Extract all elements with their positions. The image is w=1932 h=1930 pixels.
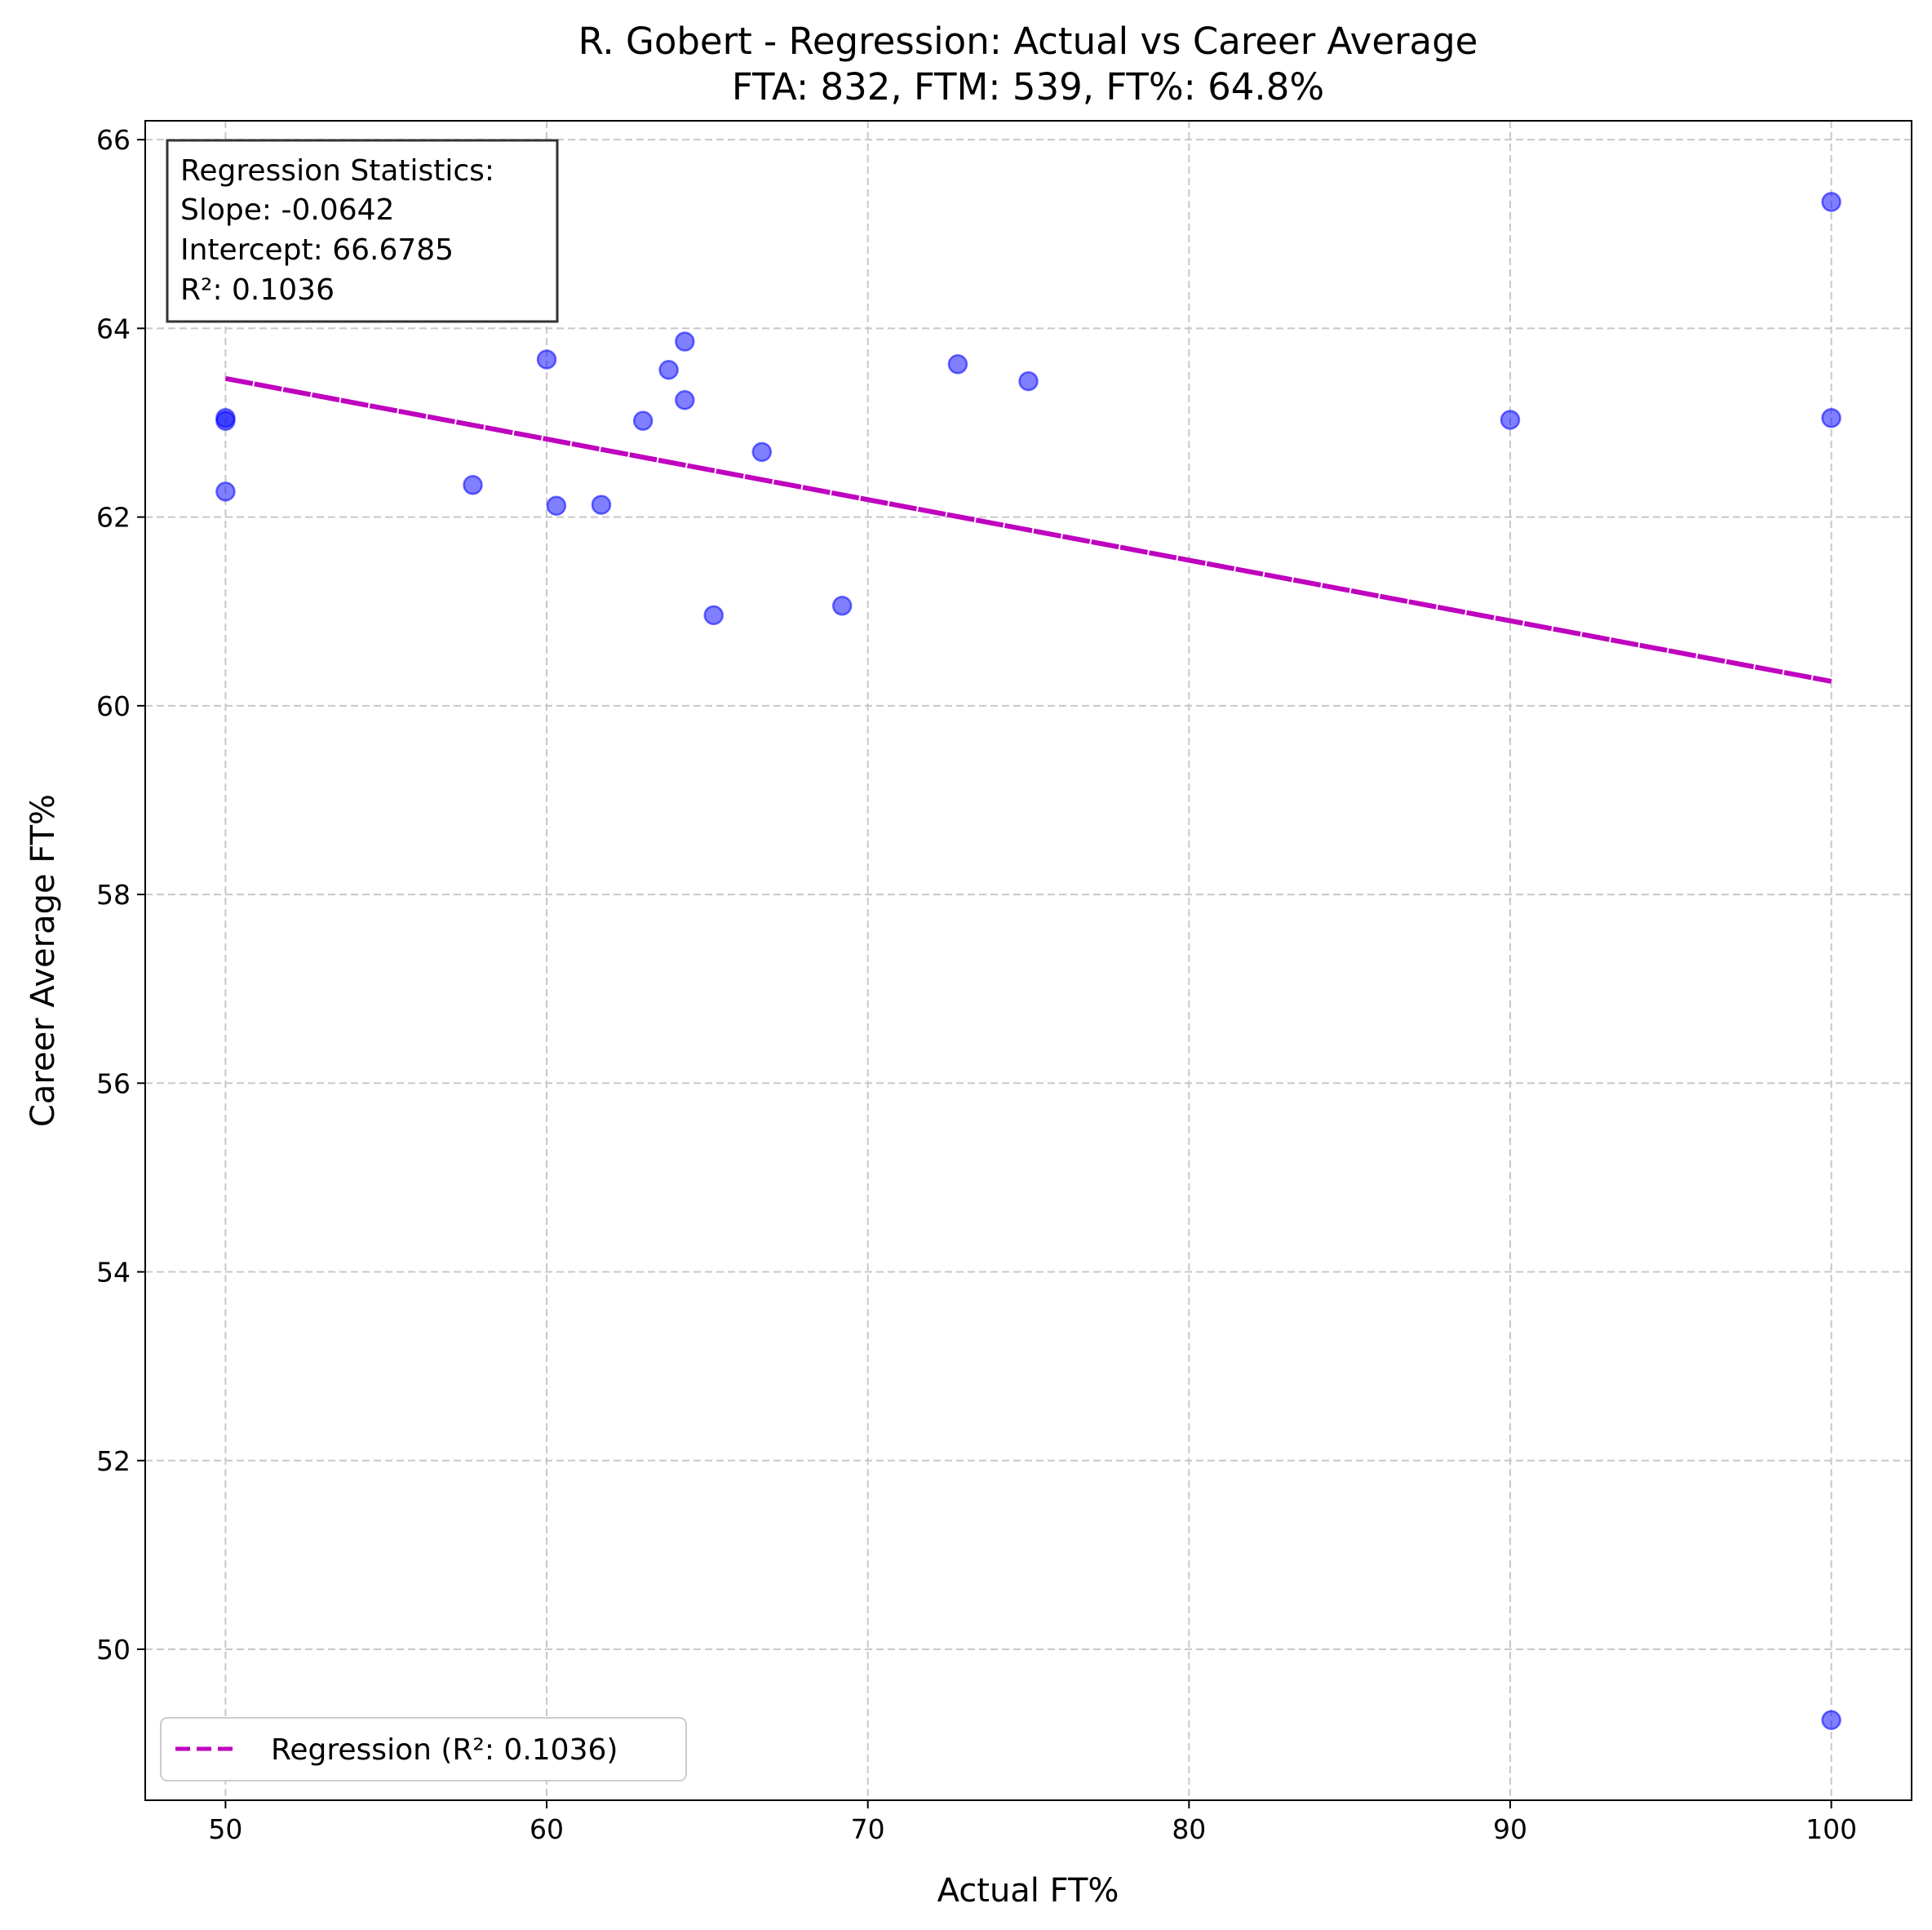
x-tick-label: 100 [1806,1813,1857,1845]
chart-title: R. Gobert - Regression: Actual vs Career… [578,20,1478,63]
y-axis-ticks: 50 52 54 56 58 60 62 64 66 [96,124,145,1666]
x-axis-label: Actual FT% [937,1872,1119,1910]
y-tick-label: 54 [96,1257,131,1289]
regression-line [224,375,1832,684]
stats-intercept: Intercept: 66.6785 [180,233,454,267]
y-axis-label: Career Average FT% [24,794,62,1127]
data-point [546,495,567,516]
chart-subtitle: FTA: 832, FTM: 539, FT%: 64.8% [732,65,1324,109]
stats-slope: Slope: -0.0642 [180,193,394,227]
y-tick-label: 56 [96,1067,131,1099]
x-axis-ticks: 50 60 70 80 90 100 [208,1800,1857,1845]
scatter-points [215,192,1841,1730]
data-point [751,441,773,463]
data-point [658,359,679,380]
y-tick-label: 58 [96,879,131,911]
legend-frame [160,1717,687,1781]
data-point [947,354,968,375]
x-tick-label: 50 [208,1813,242,1845]
stats-heading: Regression Statistics: [180,154,494,188]
x-tick-label: 70 [851,1813,885,1845]
y-tick-label: 60 [96,690,131,722]
plot-frame [144,120,1912,1801]
y-tick-label: 52 [96,1445,131,1477]
data-point [215,410,236,431]
data-point [536,349,557,370]
data-point [703,605,724,626]
y-tick-label: 50 [96,1634,131,1666]
stats-box-frame [166,139,559,323]
data-point [1821,407,1841,428]
regression-stats-box: Regression Statistics: Slope: -0.0642 In… [166,139,559,323]
legend-regression-label: Regression (R²: 0.1036) [271,1733,618,1767]
data-point [632,410,654,431]
x-tick-label: 80 [1172,1813,1206,1845]
x-tick-label: 90 [1493,1813,1527,1845]
stats-r-squared: R²: 0.1036 [180,273,335,307]
data-point [591,495,612,515]
regression-layer [224,375,1832,684]
data-point [831,596,853,616]
y-tick-label: 64 [96,313,131,344]
y-tick-label: 66 [96,124,131,156]
x-tick-label: 60 [530,1813,564,1845]
data-point [1821,192,1841,212]
data-point [463,475,483,495]
data-point [675,389,695,410]
data-point [1821,1710,1841,1730]
data-point [675,331,695,352]
grid-lines [145,121,1912,1800]
y-tick-label: 62 [96,502,131,534]
legend: Regression (R²: 0.1036) [160,1717,687,1781]
data-point [215,481,236,502]
data-point [1500,410,1521,430]
data-point [1018,370,1039,392]
